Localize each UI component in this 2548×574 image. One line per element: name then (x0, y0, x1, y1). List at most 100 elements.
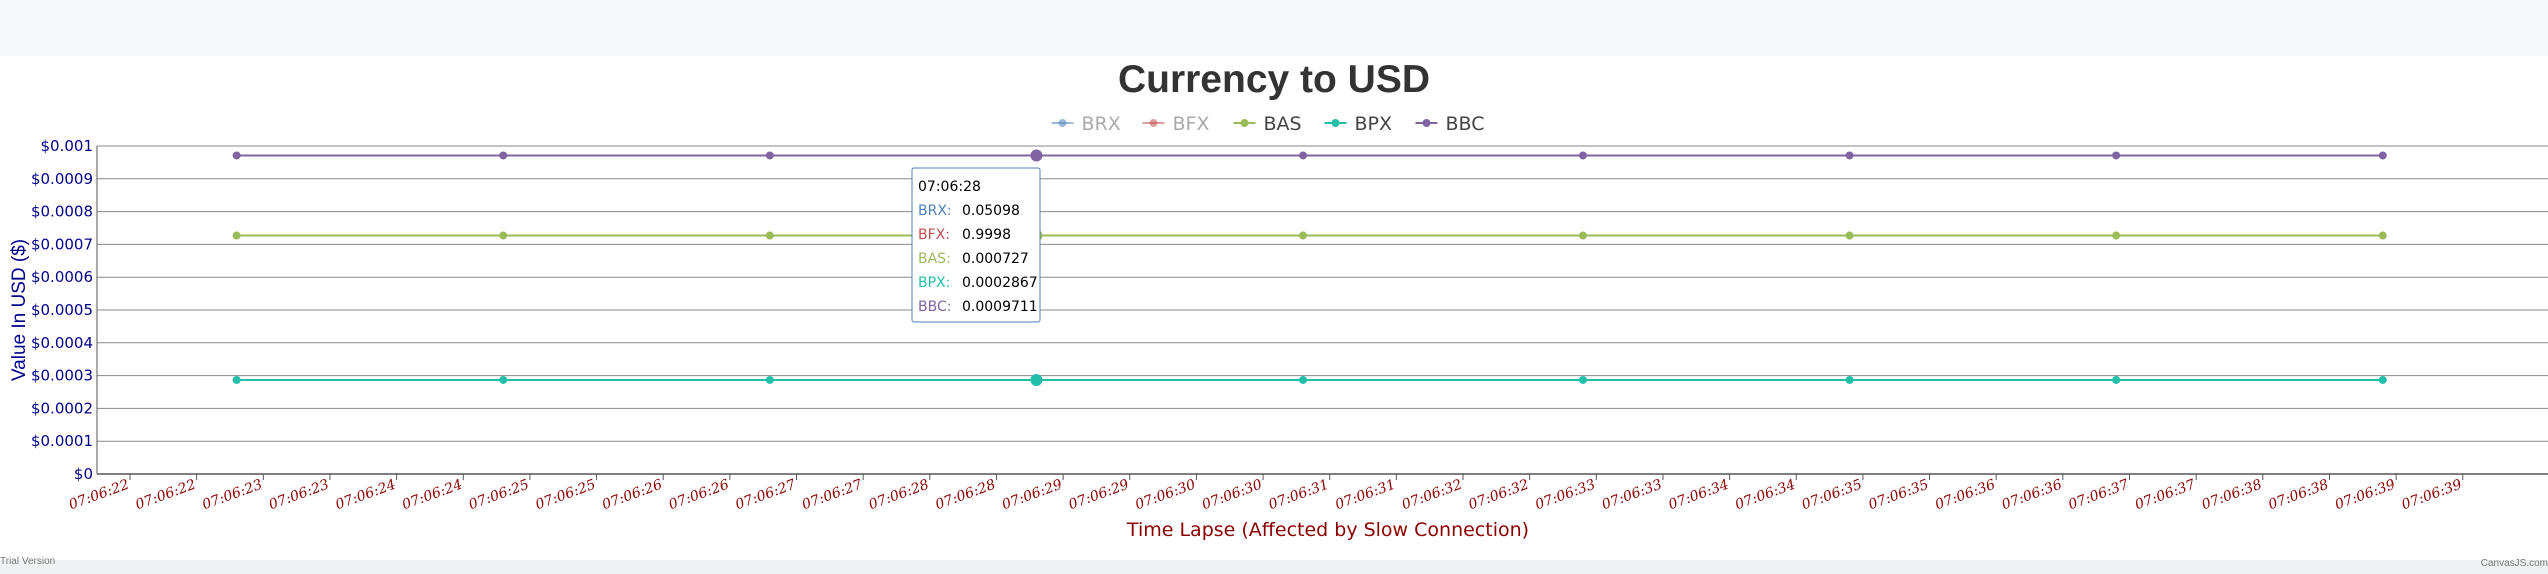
x-tick-label: 07:06:26 (600, 477, 665, 514)
data-point-bas[interactable] (2378, 231, 2387, 240)
x-tick-label: 07:06:22 (133, 477, 198, 514)
x-tick-label: 07:06:31 (1266, 477, 1331, 514)
tooltip-series-value: 0.0002867 (962, 275, 1038, 291)
tooltip-series-name: BFX: (918, 227, 950, 243)
x-tick-label: 07:06:36 (2000, 477, 2065, 514)
legend-marker-dot-bas (1240, 119, 1249, 127)
y-tick-label: $0.0005 (31, 301, 93, 319)
tooltip-series-name: BAS: (918, 251, 951, 267)
y-tick-label: $0.0009 (31, 170, 93, 188)
x-tick-label: 07:06:27 (800, 477, 865, 514)
x-axis-title: Time Lapse (Affected by Slow Connection) (1126, 519, 1529, 541)
data-point-bas[interactable] (2112, 231, 2121, 240)
x-tick-label: 07:06:31 (1333, 477, 1398, 514)
y-tick-label: $0.0001 (31, 432, 93, 450)
data-point-bpx[interactable] (499, 375, 508, 384)
tooltip-series-value: 0.0009711 (962, 299, 1038, 315)
data-point-bpx[interactable] (2112, 375, 2121, 384)
y-tick-label: $0 (74, 465, 93, 483)
x-tick-label: 07:06:35 (1866, 477, 1931, 514)
canvasjs-credit-link[interactable]: CanvasJS.com (2480, 558, 2548, 569)
data-point-bas[interactable] (232, 231, 241, 240)
x-tick-label: 07:06:24 (333, 477, 398, 514)
tooltip-series-value: 0.05098 (962, 203, 1020, 219)
x-tick-label: 07:06:28 (933, 477, 998, 514)
x-tick-label: 07:06:23 (267, 477, 332, 514)
data-point-bpx[interactable] (1299, 375, 1308, 384)
data-point-bbc[interactable] (499, 151, 508, 160)
y-tick-label: $0.001 (41, 137, 94, 155)
tooltip-series-name: BBC: (918, 299, 951, 315)
y-tick-label: $0.0008 (31, 203, 93, 221)
page-header-bar (0, 0, 2548, 56)
legend-marker-dot-brx (1058, 119, 1067, 127)
data-point-bbc[interactable] (2378, 151, 2387, 160)
x-tick-label: 07:06:39 (2333, 477, 2398, 514)
x-tick-label: 07:06:38 (2200, 477, 2265, 514)
data-point-bas[interactable] (765, 231, 774, 240)
data-point-bpx[interactable] (1578, 375, 1587, 384)
tooltip-series-name: BPX: (918, 275, 950, 291)
data-point-bbc[interactable] (1299, 151, 1308, 160)
x-tick-label: 07:06:26 (667, 477, 732, 514)
x-tick-label: 07:06:25 (467, 477, 532, 514)
y-tick-label: $0.0007 (31, 235, 93, 253)
x-tick-label: 07:06:30 (1200, 477, 1265, 514)
data-point-bas[interactable] (1845, 231, 1854, 240)
data-point-bas[interactable] (499, 231, 508, 240)
data-point-bbc[interactable] (1845, 151, 1854, 160)
x-tick-label: 07:06:23 (200, 477, 265, 514)
tooltip-title: 07:06:28 (918, 179, 981, 195)
x-tick-label: 07:06:29 (1067, 477, 1132, 514)
x-tick-label: 07:06:37 (2133, 477, 2198, 514)
x-tick-label: 07:06:32 (1400, 477, 1465, 514)
data-point-bpx[interactable] (765, 375, 774, 384)
tooltip-series-value: 0.9998 (962, 227, 1011, 243)
x-tick-label: 07:06:39 (2400, 477, 2465, 514)
data-point-bpx[interactable] (1845, 375, 1854, 384)
y-axis-title: Value In USD ($) (9, 239, 30, 381)
trial-version-label: Trial Version (0, 556, 56, 567)
data-point-bpx[interactable] (1030, 373, 1043, 386)
legend-marker-dot-bbc (1422, 119, 1431, 127)
data-point-bbc[interactable] (1578, 151, 1587, 160)
legend-item-bpx[interactable]: BPX (1355, 113, 1393, 135)
legend-item-bbc[interactable]: BBC (1446, 113, 1485, 135)
tooltip-series-name: BRX: (918, 203, 952, 219)
data-point-bbc[interactable] (232, 151, 241, 160)
data-point-bpx[interactable] (232, 375, 241, 384)
data-point-bpx[interactable] (2378, 375, 2387, 384)
x-tick-label: 07:06:35 (1800, 477, 1865, 514)
data-point-bas[interactable] (1578, 231, 1587, 240)
legend-marker-dot-bfx (1149, 119, 1158, 127)
x-tick-label: 07:06:33 (1600, 477, 1665, 514)
x-tick-label: 07:06:33 (1533, 477, 1598, 514)
tooltip-box (911, 167, 1041, 323)
y-tick-label: $0.0003 (31, 367, 93, 385)
x-tick-label: 07:06:30 (1133, 477, 1198, 514)
data-point-bbc[interactable] (2112, 151, 2121, 160)
data-point-bas[interactable] (1299, 231, 1308, 240)
x-tick-label: 07:06:32 (1466, 477, 1531, 514)
x-tick-label: 07:06:28 (867, 477, 932, 514)
y-tick-label: $0.0006 (31, 268, 93, 286)
data-point-bbc[interactable] (1030, 149, 1043, 162)
x-tick-label: 07:06:29 (1000, 477, 1065, 514)
tooltip-series-value: 0.000727 (962, 251, 1029, 267)
legend-item-brx[interactable]: BRX (1082, 113, 1121, 135)
x-tick-label: 07:06:25 (533, 477, 598, 514)
x-tick-label: 07:06:38 (2266, 477, 2331, 514)
x-tick-label: 07:06:24 (400, 477, 465, 514)
x-tick-label: 07:06:34 (1666, 477, 1731, 514)
y-tick-label: $0.0002 (31, 399, 93, 417)
legend-item-bfx[interactable]: BFX (1173, 113, 1210, 135)
x-tick-label: 07:06:37 (2066, 477, 2131, 514)
data-point-bbc[interactable] (765, 151, 774, 160)
page-footer-bar (0, 560, 2548, 574)
y-tick-label: $0.0004 (31, 334, 93, 352)
legend-item-bas[interactable]: BAS (1264, 113, 1302, 135)
x-tick-label: 07:06:34 (1733, 477, 1798, 514)
legend-marker-dot-bpx (1331, 119, 1340, 127)
x-tick-label: 07:06:36 (1933, 477, 1998, 514)
